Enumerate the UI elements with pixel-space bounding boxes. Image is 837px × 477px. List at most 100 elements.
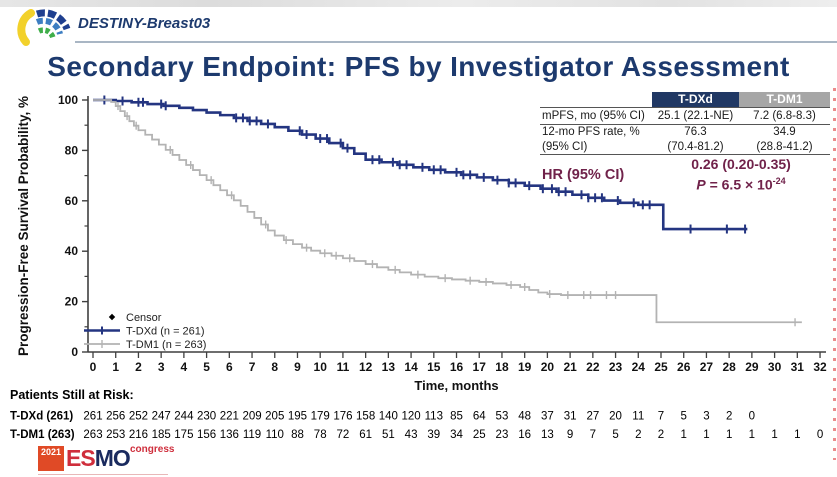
x-tick-label: 25 xyxy=(654,360,668,374)
censor-diamond-icon xyxy=(108,313,116,321)
at-risk-count: 9 xyxy=(567,429,573,441)
x-tick-label: 1 xyxy=(112,360,119,374)
stats-row-hr: HR (95% CI) 0.26 (0.20-0.35) P = 6.5 × 1… xyxy=(540,156,830,194)
at-risk-row-label: T-DM1 (263) xyxy=(10,429,75,441)
esmo-congress-word: congress xyxy=(130,444,175,455)
at-risk-count: 2 xyxy=(635,429,641,441)
12mo-label: 12-mo PFS rate, % (95% CI) xyxy=(540,125,652,154)
at-risk-count: 5 xyxy=(681,411,687,423)
legend-series-label: T-DXd (n = 261) xyxy=(126,326,205,338)
at-risk-count: 78 xyxy=(314,429,327,441)
x-tick-label: 0 xyxy=(90,360,97,374)
stats-header-tdxd: T-DXd xyxy=(652,92,739,107)
12mo-tdm1-ci: (28.8-41.2) xyxy=(756,140,813,153)
x-tick-label: 16 xyxy=(450,360,464,374)
x-tick-label: 7 xyxy=(249,360,256,374)
x-axis-label: Time, months xyxy=(414,378,498,393)
x-tick-label: 4 xyxy=(181,360,188,374)
header-divider xyxy=(75,41,837,43)
at-risk-title: Patients Still at Risk: xyxy=(10,388,134,402)
x-tick-label: 6 xyxy=(226,360,233,374)
esmo-underline xyxy=(38,474,168,475)
y-axis-label: Progression-Free Survival Probability, % xyxy=(16,96,31,356)
at-risk-count: 20 xyxy=(609,411,622,423)
mpfs-label: mPFS, mo (95% CI) xyxy=(542,110,645,122)
at-risk-count: 31 xyxy=(564,411,577,423)
at-risk-count: 48 xyxy=(518,411,531,423)
censor-ticks-t-dm1 xyxy=(117,102,796,327)
at-risk-count: 88 xyxy=(291,429,304,441)
at-risk-count: 72 xyxy=(337,429,350,441)
at-risk-count: 51 xyxy=(382,429,395,441)
x-tick-label: 29 xyxy=(745,360,759,374)
at-risk-count: 156 xyxy=(197,429,216,441)
at-risk-count: 1 xyxy=(726,429,732,441)
x-tick-label: 20 xyxy=(541,360,555,374)
at-risk-count: 5 xyxy=(612,429,618,441)
y-tick-label: 80 xyxy=(65,143,79,157)
x-tick-label: 13 xyxy=(382,360,396,374)
stats-row-12mo: 12-mo PFS rate, % (95% CI) 76.3 (70.4-81… xyxy=(540,125,830,155)
at-risk-count: 2 xyxy=(726,411,732,423)
x-tick-label: 12 xyxy=(359,360,373,374)
at-risk-count: 53 xyxy=(496,411,509,423)
x-tick-label: 15 xyxy=(427,360,441,374)
y-tick-label: 0 xyxy=(71,345,78,359)
x-tick-label: 2 xyxy=(135,360,142,374)
hr-ci-value: 0.26 (0.20-0.35) xyxy=(691,156,791,172)
x-tick-label: 3 xyxy=(158,360,165,374)
hr-value: 0.26 (0.20-0.35) P = 6.5 × 10-24 xyxy=(652,156,830,194)
esmo-year-badge: 2021 xyxy=(38,446,64,471)
esmo-wordmark: ESMO xyxy=(66,444,131,472)
hr-label: HR (95% CI) xyxy=(542,166,625,183)
legend: Censor T-DXd (n = 261)T-DM1 (n = 263) xyxy=(84,312,206,351)
y-tick-label: 20 xyxy=(65,295,79,309)
at-risk-count: 216 xyxy=(129,429,148,441)
at-risk-count: 120 xyxy=(401,411,420,423)
legend-censor-label: Censor xyxy=(126,312,162,324)
at-risk-count: 113 xyxy=(425,411,443,423)
12mo-tdxd-ci: (70.4-81.2) xyxy=(667,140,724,153)
top-edge-strip xyxy=(0,0,837,7)
at-risk-count: 7 xyxy=(590,429,596,441)
at-risk-count: 1 xyxy=(749,429,755,441)
at-risk-count: 13 xyxy=(541,429,554,441)
x-tick-label: 10 xyxy=(314,360,328,374)
legend-series-label: T-DM1 (n = 263) xyxy=(126,339,206,351)
km-curve-t-dm1 xyxy=(93,99,802,324)
x-tick-label: 30 xyxy=(768,360,782,374)
at-risk-count: 85 xyxy=(450,411,463,423)
study-name: DESTINY-Breast03 xyxy=(78,15,211,32)
x-tick-label: 14 xyxy=(404,360,418,374)
at-risk-count: 263 xyxy=(83,429,102,441)
at-risk-count: 64 xyxy=(473,411,486,423)
mpfs-tdxd-value: 25.1 (22.1-NE) xyxy=(657,110,734,122)
at-risk-count: 43 xyxy=(405,429,418,441)
esmo-letters-blue: MO xyxy=(94,445,131,471)
at-risk-count: 7 xyxy=(658,411,664,423)
12mo-tdm1-value: 34.9 (28.8-41.2) xyxy=(739,125,830,154)
censor-ticks-t-dxd xyxy=(103,95,747,234)
12mo-tdm1-rate: 34.9 xyxy=(773,126,796,138)
at-risk-count: 1 xyxy=(703,429,709,441)
at-risk-count: 176 xyxy=(333,411,352,423)
at-risk-count: 0 xyxy=(817,429,823,441)
at-risk-count: 256 xyxy=(106,411,125,423)
y-tick-label: 60 xyxy=(65,194,79,208)
at-risk-count: 37 xyxy=(541,411,554,423)
x-tick-label: 23 xyxy=(609,360,623,374)
at-risk-count: 185 xyxy=(152,429,171,441)
x-tick-label: 28 xyxy=(722,360,736,374)
at-risk-count: 23 xyxy=(496,429,509,441)
at-risk-count: 11 xyxy=(632,411,644,423)
at-risk-count: 247 xyxy=(152,411,171,423)
at-risk-count: 253 xyxy=(106,429,125,441)
y-tick-label: 100 xyxy=(58,93,78,107)
mpfs-tdm1-value: 7.2 (6.8-8.3) xyxy=(753,110,816,122)
at-risk-count: 1 xyxy=(771,429,777,441)
x-tick-label: 18 xyxy=(495,360,509,374)
at-risk-count: 25 xyxy=(473,429,486,441)
at-risk-count: 136 xyxy=(220,429,239,441)
